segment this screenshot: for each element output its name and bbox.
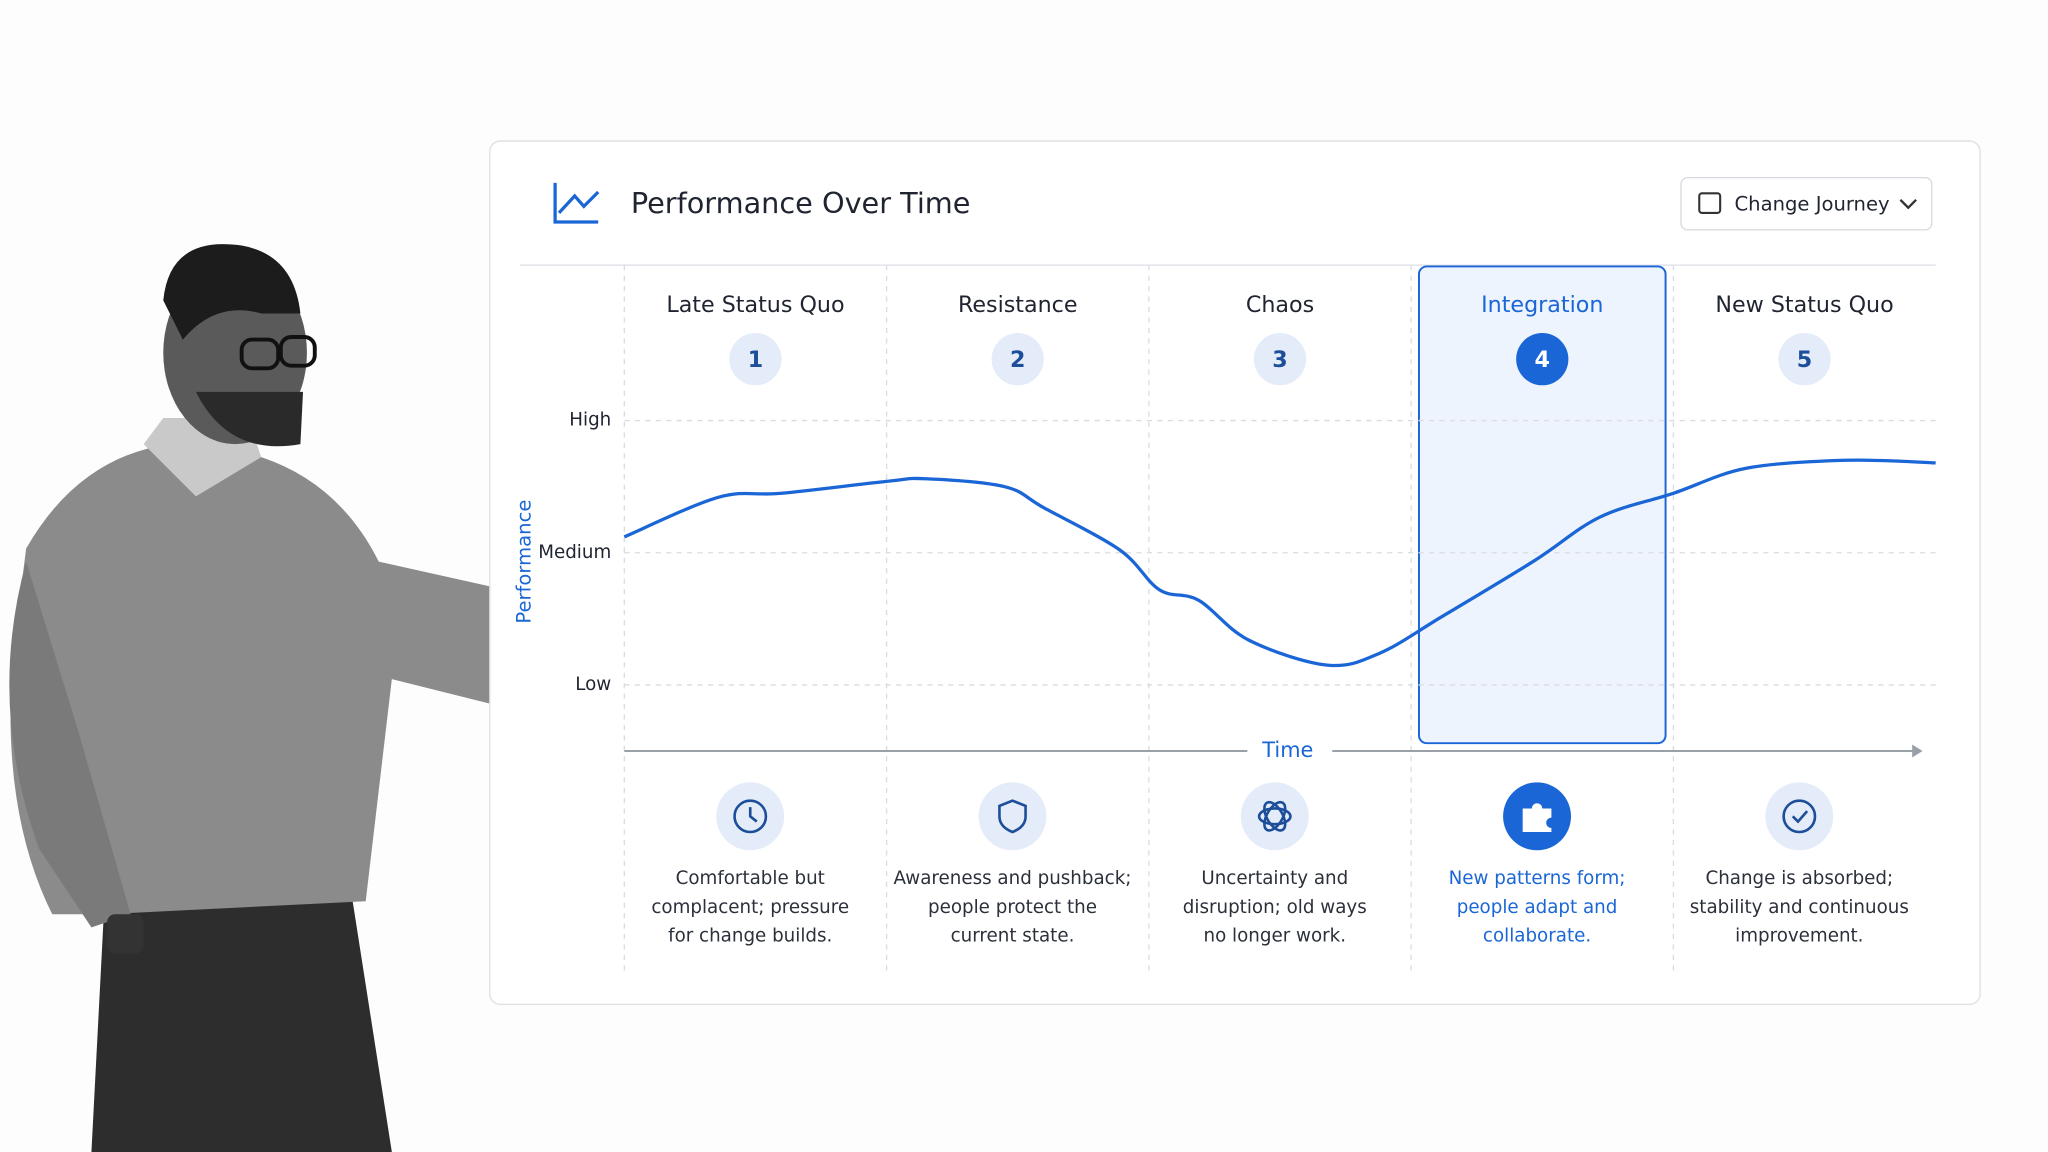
stage-icon-bg [1765, 782, 1834, 851]
stage-description: current state. [951, 925, 1075, 946]
step-badge [991, 333, 1044, 386]
stage-title: Resistance [958, 292, 1078, 318]
x-axis-label: Time [1261, 738, 1313, 762]
stage-description: people adapt and [1457, 897, 1618, 918]
stage-description: Change is absorbed; [1705, 868, 1893, 889]
y-tick-label: Medium [538, 542, 611, 563]
stage-title: Late Status Quo [666, 292, 844, 318]
stage-icon [1522, 803, 1552, 832]
stage-description: for change builds. [668, 925, 832, 946]
stage-title: Integration [1481, 292, 1603, 318]
step-number: 3 [1272, 347, 1287, 373]
stage-description: collaborate. [1483, 925, 1591, 946]
stage-description: complacent; pressure [651, 897, 849, 918]
step-number: 2 [1010, 347, 1025, 373]
y-axis-label: Performance [513, 500, 536, 624]
stage-title: Chaos [1246, 292, 1314, 318]
performance-line [623, 458, 1936, 668]
stage-description: disruption; old ways [1183, 897, 1367, 918]
stage-icon [998, 799, 1027, 834]
x-axis-arrow [1912, 744, 1923, 758]
stage-title: New Status Quo [1715, 292, 1893, 318]
stage-description: New patterns form; [1449, 868, 1626, 889]
step-number: 5 [1797, 347, 1812, 373]
step-badge [1516, 333, 1569, 386]
plot: Low Medium High Time Late Status Quo 1 Comfort… [538, 265, 1936, 974]
card-title: Performance Over Time [631, 186, 971, 220]
dropdown-label[interactable]: Change Journey [1735, 193, 1890, 216]
stage-icon-bg [1240, 782, 1309, 851]
calendar-icon [1698, 192, 1722, 214]
stage-description: improvement. [1735, 925, 1863, 946]
step-badge [1778, 333, 1831, 386]
stage-description: Awareness and pushback; [894, 868, 1132, 889]
stage-icon [733, 799, 768, 834]
step-badge [729, 333, 782, 386]
stage-description: Comfortable but [676, 868, 825, 889]
dropdown[interactable] [1680, 176, 1933, 231]
stage-description: stability and continuous [1690, 897, 1909, 918]
y-tick-label: Low [575, 674, 611, 695]
active-column [1417, 265, 1667, 745]
stage-icon [1782, 799, 1817, 834]
chevron [1899, 199, 1917, 210]
stage-icon-bg [978, 782, 1047, 851]
step-number: 1 [748, 347, 763, 373]
stage-icon [1257, 800, 1292, 832]
step-number: 4 [1535, 347, 1550, 373]
stage-description: no longer work. [1204, 925, 1347, 946]
y-tick-label: High [569, 410, 611, 431]
stage-description: people protect the [928, 897, 1097, 918]
step-badge [1253, 333, 1307, 386]
stage-description: Uncertainty and [1201, 868, 1348, 889]
chart-icon [553, 182, 600, 224]
